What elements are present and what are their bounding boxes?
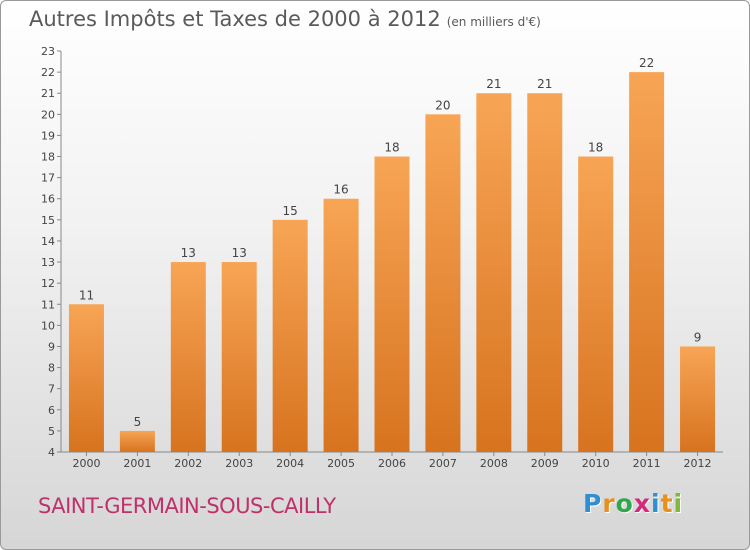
chart-subtitle: (en milliers d'€): [446, 15, 541, 29]
axes: 4 5 6 7 8 9 10 11 12 13 14 15 16 17 18 19 20 21 22 23 2000 20…: [41, 45, 723, 470]
logo-letter: i: [673, 489, 684, 518]
data-labels: 11 5 13 13 15 16 18 20 21 21 18 22 9: [79, 56, 702, 429]
y-tick-label: 6: [48, 404, 55, 417]
y-tick-label: 10: [41, 319, 55, 332]
y-tick-label: 18: [41, 151, 55, 164]
bar: [680, 346, 716, 452]
bar: [272, 219, 308, 452]
bar-value-label: 21: [537, 77, 552, 91]
bar: [476, 93, 512, 453]
bar-value-label: 21: [486, 77, 501, 91]
bar: [527, 93, 563, 453]
x-tick-label: 2002: [174, 457, 202, 470]
bar: [323, 198, 359, 452]
bar: [629, 72, 665, 453]
bar-value-label: 9: [694, 330, 702, 344]
bar: [374, 156, 410, 453]
bar-value-label: 22: [639, 56, 654, 70]
chart-title-block: Autres Impôts et Taxes de 2000 à 2012 (en…: [29, 7, 541, 31]
bar: [170, 262, 206, 452]
y-tick-label: 13: [41, 256, 55, 269]
x-tick-label: 2011: [633, 457, 661, 470]
x-tick-label: 2012: [684, 457, 712, 470]
bar-value-label: 20: [435, 98, 450, 112]
y-tick-label: 20: [41, 108, 55, 121]
y-tick-label: 12: [41, 277, 55, 290]
y-tick-label: 17: [41, 172, 55, 185]
x-tick-label: 2003: [225, 457, 253, 470]
y-tick-label: 11: [41, 298, 55, 311]
bar-value-label: 18: [384, 141, 399, 155]
y-tick-label: 23: [41, 45, 55, 58]
chart-title: Autres Impôts et Taxes de 2000 à 2012: [29, 7, 441, 31]
y-tick-label: 16: [41, 193, 55, 206]
y-tick-label: 8: [48, 362, 55, 375]
bar-value-label: 18: [588, 141, 603, 155]
x-tick-label: 2001: [123, 457, 151, 470]
bar-value-label: 15: [283, 204, 298, 218]
y-tick-label: 7: [48, 383, 55, 396]
logo-letter: o: [615, 489, 634, 518]
y-tick-label: 15: [41, 214, 55, 227]
commune-name: SAINT-GERMAIN-SOUS-CAILLY: [38, 494, 336, 518]
y-tick-label: 19: [41, 129, 55, 142]
y-tick-label: 22: [41, 66, 55, 79]
bars: [68, 72, 716, 453]
x-tick-label: 2008: [480, 457, 508, 470]
logo-letter: r: [602, 489, 616, 518]
bar: [425, 114, 461, 452]
x-tick-label: 2009: [531, 457, 559, 470]
logo-letter: P: [583, 489, 603, 518]
x-tick-label: 2005: [327, 457, 355, 470]
bar-value-label: 13: [232, 246, 247, 260]
proxiti-logo: Proxiti: [583, 489, 683, 518]
bar-value-label: 5: [134, 415, 142, 429]
bar-value-label: 13: [181, 246, 196, 260]
bar: [221, 262, 257, 452]
bar: [578, 156, 614, 453]
x-tick-label: 2010: [582, 457, 610, 470]
x-tick-label: 2000: [72, 457, 100, 470]
bar-value-label: 16: [333, 183, 348, 197]
bar: [119, 430, 155, 452]
logo-letter: x: [633, 489, 651, 518]
y-tick-label: 9: [48, 340, 55, 353]
logo-letter: t: [660, 489, 674, 518]
x-tick-label: 2006: [378, 457, 406, 470]
y-tick-label: 21: [41, 87, 55, 100]
logo-letter: i: [651, 489, 661, 518]
bar-value-label: 11: [79, 288, 94, 302]
y-tick-label: 5: [48, 425, 55, 438]
bar: [68, 304, 104, 452]
y-tick-label: 14: [41, 235, 55, 248]
x-tick-label: 2007: [429, 457, 457, 470]
y-tick-label: 4: [48, 446, 55, 459]
x-tick-label: 2004: [276, 457, 304, 470]
